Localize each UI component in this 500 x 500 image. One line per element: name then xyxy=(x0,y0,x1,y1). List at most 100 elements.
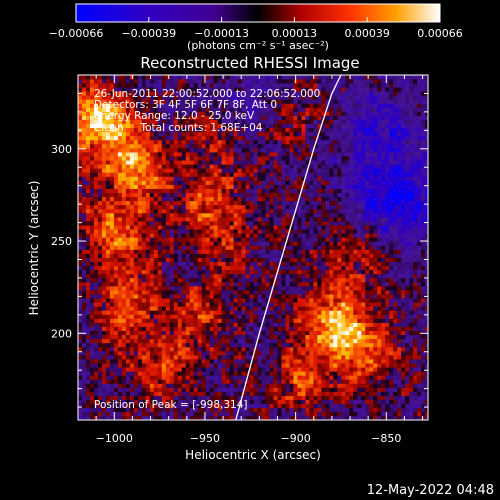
heatmap-pixel xyxy=(229,233,234,238)
heatmap-pixel xyxy=(221,334,226,340)
heatmap-pixel xyxy=(209,79,214,84)
heatmap-pixel xyxy=(161,107,167,112)
heatmap-pixel xyxy=(173,139,179,145)
heatmap-pixel xyxy=(241,208,246,214)
heatmap-pixel xyxy=(189,75,194,80)
heatmap-pixel xyxy=(193,290,198,295)
heatmap-pixel xyxy=(257,127,262,133)
heatmap-pixel xyxy=(137,298,143,303)
heatmap-pixel xyxy=(129,103,135,108)
heatmap-pixel xyxy=(293,107,298,112)
heatmap-pixel xyxy=(229,91,234,96)
heatmap-pixel xyxy=(281,403,286,409)
heatmap-pixel xyxy=(165,351,171,356)
heatmap-pixel xyxy=(157,322,163,327)
heatmap-pixel xyxy=(257,306,262,311)
heatmap-pixel xyxy=(101,139,107,145)
heatmap-pixel xyxy=(101,115,107,120)
heatmap-pixel xyxy=(101,156,107,161)
heatmap-pixel xyxy=(109,346,115,352)
heatmap-pixel xyxy=(305,229,310,234)
heatmap-pixel xyxy=(185,375,191,380)
heatmap-pixel xyxy=(233,111,238,116)
heatmap-pixel xyxy=(245,326,250,332)
heatmap-pixel xyxy=(205,310,210,315)
heatmap-pixel xyxy=(161,119,167,125)
heatmap-pixel xyxy=(181,351,187,356)
heatmap-pixel xyxy=(153,379,159,384)
heatmap-pixel xyxy=(237,367,242,372)
heatmap-pixel xyxy=(137,200,143,206)
heatmap-pixel xyxy=(97,265,103,271)
heatmap-pixel xyxy=(277,115,282,120)
heatmap-pixel xyxy=(137,282,143,287)
heatmap-pixel xyxy=(153,91,159,96)
heatmap-pixel xyxy=(265,399,270,405)
heatmap-pixel xyxy=(221,192,226,198)
heatmap-pixel xyxy=(233,221,238,226)
heatmap-pixel xyxy=(109,152,115,157)
heatmap-pixel xyxy=(241,351,246,356)
heatmap-pixel xyxy=(177,407,183,413)
heatmap-pixel xyxy=(229,213,234,218)
heatmap-pixel xyxy=(305,148,310,153)
heatmap-pixel xyxy=(257,351,262,356)
heatmap-pixel xyxy=(277,241,282,246)
heatmap-pixel xyxy=(297,127,302,133)
heatmap-pixel xyxy=(277,294,282,299)
heatmap-pixel xyxy=(261,196,266,202)
heatmap-pixel xyxy=(197,359,202,364)
heatmap-pixel xyxy=(89,286,95,291)
heatmap-pixel xyxy=(125,342,131,348)
heatmap-pixel xyxy=(97,180,103,185)
heatmap-pixel xyxy=(241,213,246,218)
heatmap-pixel xyxy=(153,237,159,242)
heatmap-pixel xyxy=(109,286,115,291)
heatmap-pixel xyxy=(109,265,115,271)
heatmap-pixel xyxy=(281,168,286,173)
heatmap-pixel xyxy=(265,314,270,319)
heatmap-pixel xyxy=(305,318,310,323)
heatmap-pixel xyxy=(165,395,171,401)
heatmap-pixel xyxy=(193,411,198,417)
heatmap-pixel xyxy=(285,192,290,198)
heatmap-pixel xyxy=(78,395,83,401)
heatmap-pixel xyxy=(101,294,107,299)
heatmap-pixel xyxy=(153,302,159,307)
heatmap-pixel xyxy=(237,208,242,214)
heatmap-pixel xyxy=(129,314,135,319)
heatmap-pixel xyxy=(197,168,202,173)
heatmap-pixel xyxy=(197,83,202,88)
heatmap-pixel xyxy=(225,91,230,96)
heatmap-pixel xyxy=(173,338,179,344)
heatmap-pixel xyxy=(265,391,270,396)
heatmap-pixel xyxy=(78,334,83,340)
heatmap-pixel xyxy=(281,144,286,149)
heatmap-pixel xyxy=(233,91,238,96)
heatmap-pixel xyxy=(177,233,183,238)
heatmap-pixel xyxy=(297,342,302,348)
heatmap-pixel xyxy=(145,87,151,92)
heatmap-pixel xyxy=(213,237,218,242)
heatmap-pixel xyxy=(133,383,139,388)
heatmap-pixel xyxy=(237,286,242,291)
heatmap-pixel xyxy=(173,379,179,384)
heatmap-pixel xyxy=(185,371,191,376)
heatmap-pixel xyxy=(149,176,155,181)
heatmap-pixel xyxy=(289,237,294,242)
heatmap-pixel xyxy=(265,367,270,372)
heatmap-pixel xyxy=(89,306,95,311)
heatmap-pixel xyxy=(157,318,163,323)
heatmap-pixel xyxy=(221,225,226,230)
heatmap-pixel xyxy=(189,180,194,185)
heatmap-pixel xyxy=(221,375,226,380)
heatmap-pixel xyxy=(101,310,107,315)
heatmap-pixel xyxy=(133,302,139,307)
heatmap-pixel xyxy=(129,91,135,96)
heatmap-pixel xyxy=(137,286,143,291)
heatmap-pixel xyxy=(113,123,119,129)
heatmap-pixel xyxy=(205,160,210,165)
heatmap-pixel xyxy=(113,144,119,149)
heatmap-pixel xyxy=(257,249,262,254)
heatmap-pixel xyxy=(81,383,87,388)
